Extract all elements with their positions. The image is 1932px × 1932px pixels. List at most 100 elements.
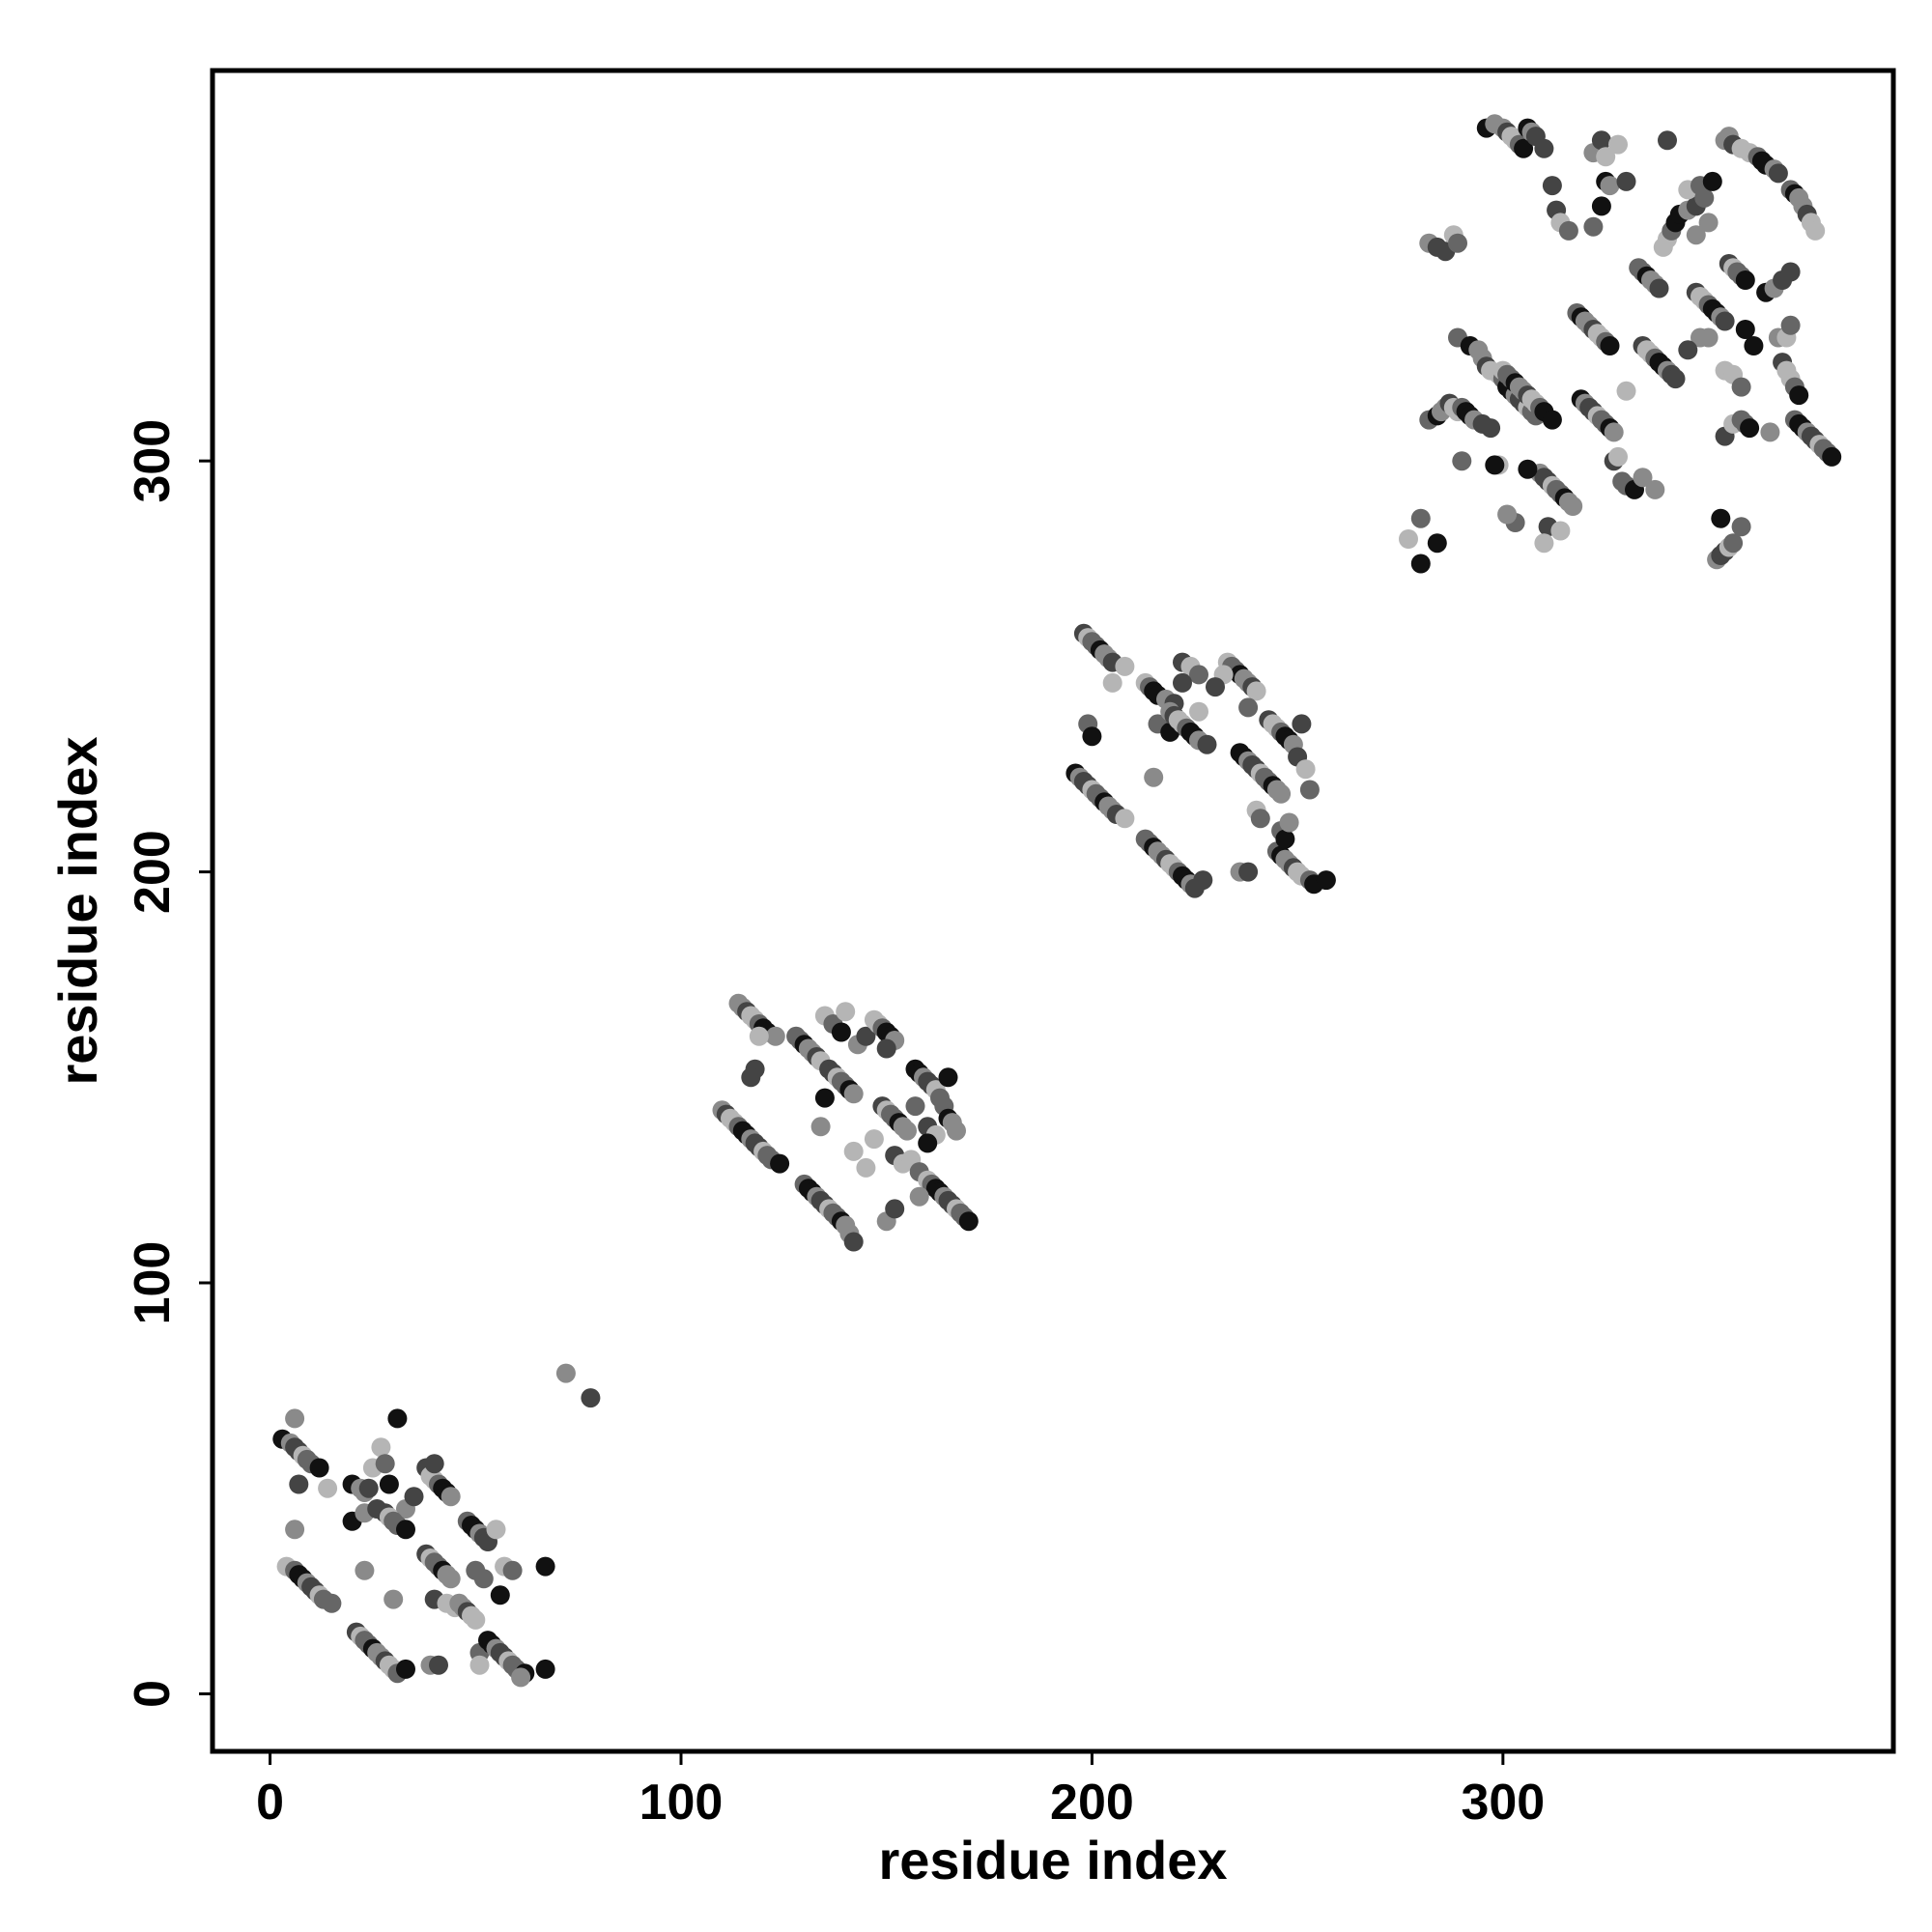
data-point (1780, 262, 1801, 282)
data-point (1649, 278, 1669, 298)
data-point (909, 1186, 929, 1207)
data-point (1082, 726, 1102, 747)
data-point (581, 1388, 601, 1408)
data-point (918, 1133, 938, 1153)
data-point (1144, 767, 1164, 787)
x-axis-label: residue index (878, 1830, 1227, 1890)
x-tick-label: 300 (1461, 1775, 1545, 1831)
data-point (1616, 381, 1636, 401)
data-point (318, 1478, 338, 1498)
data-point (384, 1589, 404, 1609)
data-point (843, 1232, 864, 1252)
data-point (429, 1655, 448, 1675)
data-point (1740, 418, 1760, 439)
data-point (843, 1084, 864, 1104)
data-point (440, 1487, 461, 1507)
data-point (1665, 369, 1686, 389)
data-point (379, 1474, 399, 1494)
data-point (1250, 809, 1270, 829)
y-tick-label: 200 (125, 830, 181, 914)
data-point (1481, 418, 1501, 439)
data-point (1189, 701, 1208, 722)
data-point (535, 1659, 555, 1679)
data-point (473, 1569, 494, 1589)
data-point (555, 1363, 576, 1383)
data-point (1715, 311, 1735, 331)
data-point (1542, 176, 1562, 196)
data-point (371, 1437, 391, 1458)
data-point (1711, 508, 1731, 528)
data-point (1542, 410, 1562, 430)
data-point (1600, 176, 1620, 196)
data-point (1698, 327, 1719, 348)
data-point (469, 1655, 490, 1675)
data-point (1193, 870, 1213, 891)
data-point (375, 1454, 395, 1474)
data-point (765, 1026, 785, 1046)
data-point (1497, 504, 1518, 525)
data-point (1295, 759, 1316, 780)
data-point (1299, 780, 1320, 800)
data-point (1410, 554, 1431, 574)
data-point (1583, 216, 1604, 237)
data-point (1608, 446, 1628, 467)
data-point (1410, 508, 1431, 528)
data-point (424, 1454, 444, 1474)
data-point (1723, 533, 1744, 554)
data-point (1645, 479, 1665, 499)
data-point (1596, 147, 1616, 167)
data-point (1275, 829, 1295, 849)
data-point (1427, 533, 1447, 554)
data-point (1448, 233, 1467, 253)
data-point (387, 1408, 408, 1429)
data-point (1514, 138, 1534, 158)
data-point (1534, 533, 1554, 554)
data-point (1115, 656, 1135, 676)
data-point (864, 1129, 884, 1150)
y-tick-label: 300 (125, 419, 181, 503)
data-point (355, 1560, 375, 1580)
data-point (856, 1026, 876, 1046)
data-point (1189, 665, 1208, 685)
data-point (1600, 336, 1620, 355)
data-point (1292, 714, 1312, 734)
data-point (396, 1659, 415, 1679)
data-points (272, 114, 1842, 1688)
data-point (358, 1478, 379, 1498)
data-point (1558, 220, 1578, 241)
data-point (1316, 870, 1336, 891)
data-point (1399, 529, 1418, 549)
data-point (1735, 320, 1755, 339)
data-point (1731, 377, 1751, 397)
data-point (741, 1067, 761, 1088)
data-point (1678, 340, 1698, 360)
data-point (958, 1211, 979, 1232)
data-point (1206, 677, 1225, 697)
data-point (1658, 130, 1677, 151)
data-point (1633, 468, 1653, 488)
data-point (1518, 459, 1538, 479)
data-point (905, 1096, 925, 1117)
data-point (285, 1520, 305, 1540)
data-point (1173, 672, 1192, 693)
data-point (1271, 783, 1292, 804)
data-point (1686, 225, 1706, 245)
data-point (1789, 385, 1809, 406)
data-point (938, 1067, 958, 1088)
data-point (309, 1458, 329, 1478)
data-point (1550, 521, 1571, 541)
data-point (843, 1141, 864, 1161)
data-point (897, 1121, 917, 1141)
x-tick-label: 0 (256, 1775, 284, 1831)
data-point (1702, 171, 1722, 191)
data-point (511, 1667, 531, 1688)
data-point (535, 1556, 555, 1577)
data-point (486, 1520, 506, 1540)
y-axis-ticks: 0 100 200 300 (125, 419, 213, 1708)
y-tick-label: 100 (125, 1241, 181, 1325)
data-point (836, 1002, 856, 1022)
data-point (1238, 862, 1259, 882)
data-point (1608, 134, 1628, 155)
data-point (1563, 497, 1583, 516)
